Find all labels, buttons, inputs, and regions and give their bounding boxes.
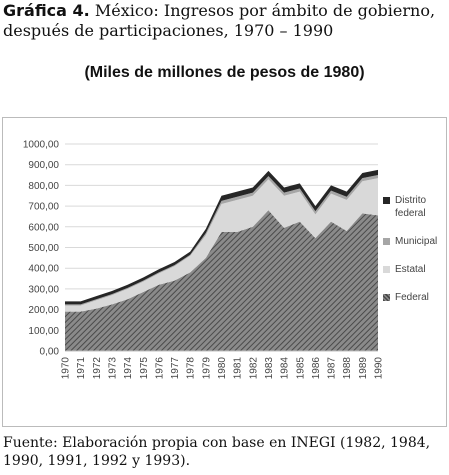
legend-item: Estatal (383, 263, 443, 276)
chart: 0,00 100,00 200,00 300,00 400,00 500,00 600,00… (2, 117, 447, 427)
legend-label: Municipal (395, 236, 438, 247)
source: Fuente: Elaboración propia con base en I… (3, 434, 448, 470)
heading-text: México: Ingresos por ámbito de gobierno,… (3, 1, 436, 40)
x-tick-label: 1983 (264, 357, 275, 380)
x-tick-label: 1980 (217, 357, 228, 380)
y-tick-label: 500,00 (28, 243, 59, 254)
legend-item: Municipal (383, 235, 443, 248)
legend-item: Federal (383, 291, 443, 304)
x-tick-label: 1989 (358, 357, 369, 380)
x-tick-label: 1981 (233, 357, 244, 380)
x-tick-label: 1972 (92, 357, 103, 380)
source-label: Fuente: (3, 435, 58, 451)
x-tick-label: 1979 (201, 357, 212, 380)
heading: Gráfica 4. México: Ingresos por ámbito d… (3, 1, 448, 41)
y-tick-label: 600,00 (28, 222, 59, 233)
x-tick-label: 1987 (327, 357, 338, 380)
area (65, 169, 378, 305)
area (65, 175, 378, 306)
y-tick-label: 900,00 (28, 160, 59, 171)
legend-swatch (383, 197, 390, 204)
y-tick-label: 700,00 (28, 202, 59, 213)
legend-label: Distrito federal (395, 195, 427, 219)
legend-label: Federal (395, 292, 429, 303)
legend-item: Distrito federal (383, 194, 443, 220)
source-text: Elaboración propia con base en INEGI (19… (3, 435, 431, 469)
x-tick-label: 1970 (61, 357, 72, 380)
y-tick-label: 0,00 (40, 347, 60, 358)
y-tick-label: 400,00 (28, 264, 59, 275)
x-tick-label: 1978 (186, 357, 197, 380)
y-tick-label: 300,00 (28, 284, 59, 295)
x-tick-label: 1973 (107, 357, 118, 380)
heading-label: Gráfica 4. (3, 1, 90, 20)
x-tick-label: 1976 (154, 357, 165, 380)
x-tick-label: 1975 (139, 357, 150, 380)
x-tick-label: 1982 (248, 357, 259, 380)
legend-label: Estatal (395, 264, 426, 275)
legend: Distrito federal Municipal Estatal Federal (383, 194, 443, 319)
legend-swatch (383, 294, 390, 301)
x-tick-label: 1990 (374, 357, 385, 380)
x-tick-label: 1971 (76, 357, 87, 380)
x-tick-label: 1977 (170, 357, 181, 380)
area (65, 178, 378, 312)
x-tick-label: 1984 (280, 357, 291, 380)
x-tick-label: 1986 (311, 357, 322, 380)
y-tick-label: 800,00 (28, 181, 59, 192)
subtitle: (Miles de millones de pesos de 1980) (84, 64, 365, 81)
legend-swatch (383, 266, 390, 273)
y-tick-label: 100,00 (28, 326, 59, 337)
y-tick-label: 200,00 (28, 305, 59, 316)
legend-swatch (383, 238, 390, 245)
x-tick-label: 1974 (123, 357, 134, 380)
x-tick-label: 1985 (295, 357, 306, 380)
y-tick-label: 1000,00 (23, 140, 60, 151)
x-tick-label: 1988 (342, 357, 353, 380)
area (65, 210, 378, 351)
chart-svg: 0,00 100,00 200,00 300,00 400,00 500,00 600,00… (23, 140, 385, 380)
